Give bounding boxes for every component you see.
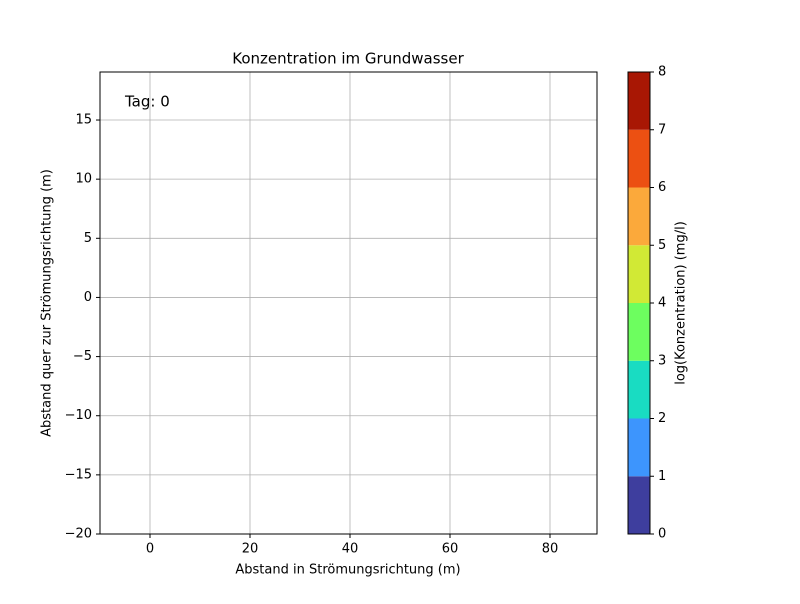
y-tick-label: −20 [65,527,92,542]
y-axis-label: Abstand quer zur Strömungsrichtung (m) [40,169,55,437]
colorbar-tick-label: 7 [658,122,666,137]
colorbar-segment [628,303,650,361]
colorbar-tick-label: 0 [658,527,666,542]
y-tick-label: −10 [65,408,92,423]
colorbar-segment [628,245,650,303]
y-tick-label: 10 [75,172,92,187]
chart-title: Konzentration im Grundwasser [232,50,464,68]
colorbar-tick-label: 1 [658,469,666,484]
x-tick-label: 40 [342,542,359,557]
colorbar-segment [628,476,650,534]
colorbar-tick-label: 6 [658,180,666,195]
colorbar-label: log(Konzentration) (mg/l) [674,221,689,385]
colorbar-tick-label: 8 [658,65,666,80]
colorbar-segment [628,129,650,188]
colorbar-tick-label: 4 [658,296,666,311]
x-axis-label: Abstand in Strömungsrichtung (m) [235,563,460,578]
x-tick-label: 60 [442,542,459,557]
y-tick-label: −5 [73,349,92,364]
y-tick-label: 5 [84,231,92,246]
y-tick-label: 15 [75,113,92,128]
colorbar-segment [628,72,650,130]
colorbar-segment [628,187,650,246]
plot-frame [99,71,598,535]
x-tick-label: 0 [146,542,154,557]
y-tick-label: 0 [84,290,92,305]
y-tick-label: −15 [65,467,92,482]
colorbar-segment [628,360,650,419]
colorbar-tick-label: 3 [658,353,666,368]
x-tick-label: 80 [542,542,559,557]
annotation: Tag: 0 [124,93,170,111]
x-tick-label: 20 [242,542,259,557]
colorbar-tick-label: 2 [658,411,666,426]
colorbar-segment [628,418,650,477]
colorbar-tick-label: 5 [658,238,666,253]
colorbar-frame [627,71,651,535]
